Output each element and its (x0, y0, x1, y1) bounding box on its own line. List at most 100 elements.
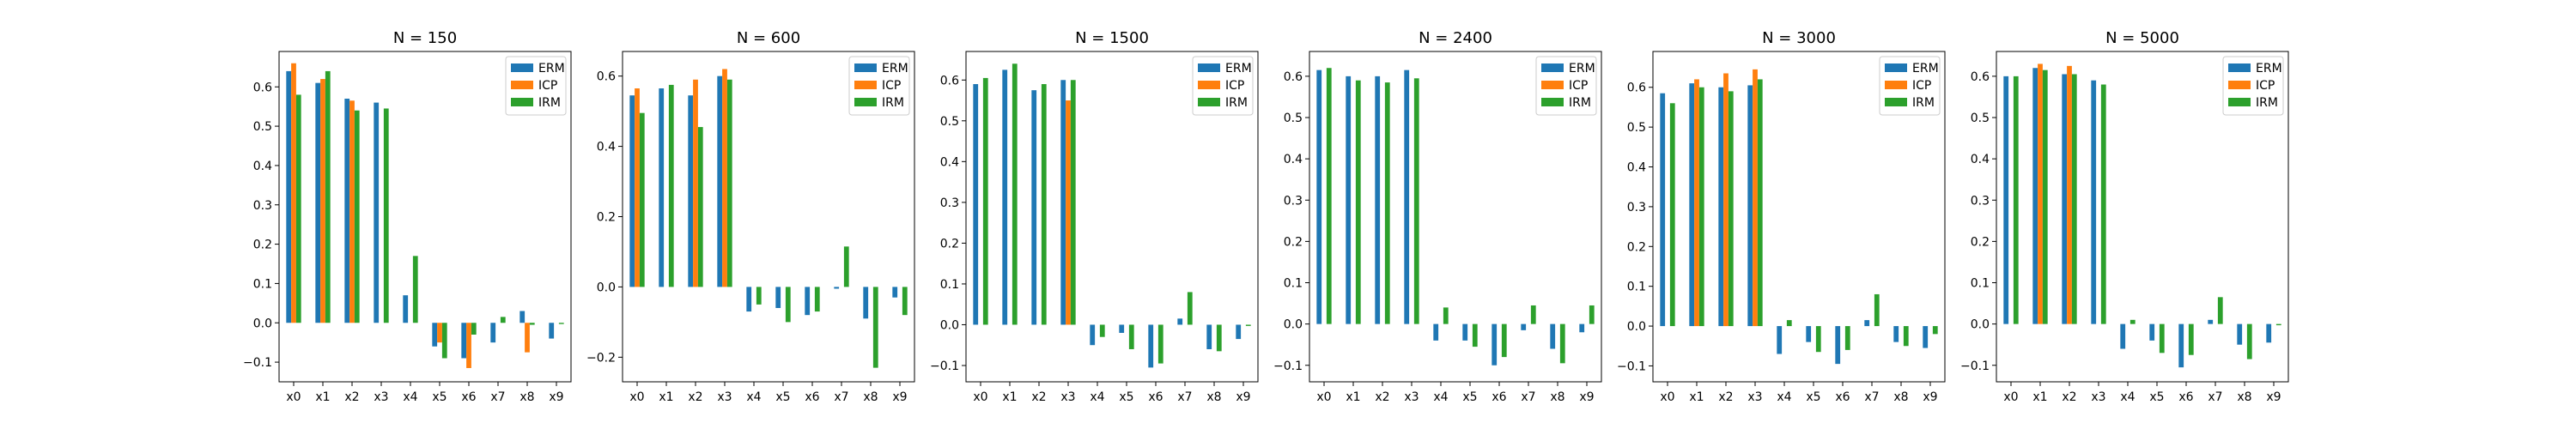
x-tick-label: x4 (1777, 390, 1791, 404)
x-tick-label: x0 (973, 390, 987, 404)
legend-swatch-icp (1198, 81, 1220, 89)
legend-swatch-erm (1541, 63, 1564, 72)
x-tick-label: x8 (863, 390, 878, 404)
bar-erm-x7 (2208, 319, 2214, 324)
bar-erm-x6 (805, 287, 811, 316)
bar-irm-x8 (1216, 324, 1222, 352)
bar-irm-x9 (902, 287, 908, 316)
x-tick-label: x8 (519, 390, 534, 404)
bar-erm-x7 (1864, 320, 1870, 327)
bar-erm-x3 (717, 76, 723, 287)
y-tick-label: 0.2 (1627, 240, 1646, 254)
y-tick-label: −0.1 (1273, 360, 1303, 373)
bar-icp-x0 (635, 88, 640, 287)
y-tick-label: 0.2 (1971, 235, 1990, 249)
legend-label-erm: ERM (1225, 62, 1252, 76)
bar-irm-x9 (1932, 326, 1938, 335)
bar-erm-x3 (1404, 69, 1410, 324)
bar-irm-x5 (441, 323, 447, 359)
bar-irm-x7 (843, 246, 849, 287)
legend-label-icp: ICP (1912, 79, 1931, 93)
x-tick-label: x6 (805, 390, 819, 404)
x-tick-label: x6 (2178, 390, 2193, 404)
bar-erm-x2 (1718, 87, 1724, 327)
bar-erm-x1 (2032, 68, 2038, 324)
x-tick-label: x5 (775, 390, 790, 404)
y-tick-label: 0.3 (253, 199, 272, 213)
y-tick-label: 0.6 (940, 74, 959, 88)
y-tick-label: 0.3 (1627, 201, 1646, 214)
bar-erm-x6 (1148, 324, 1154, 368)
legend-label-irm: IRM (2256, 96, 2278, 110)
bar-icp-x2 (349, 100, 355, 323)
bar-erm-x9 (1579, 323, 1585, 333)
bar-erm-x4 (2120, 323, 2126, 349)
bar-erm-x4 (746, 287, 752, 312)
bar-irm-x7 (1874, 293, 1880, 327)
bar-erm-x1 (1689, 83, 1695, 327)
bar-erm-x8 (863, 287, 869, 319)
bar-erm-x1 (659, 88, 665, 287)
bar-erm-x2 (344, 99, 350, 323)
y-tick-label: 0.1 (940, 278, 959, 292)
bar-icp-x8 (525, 323, 530, 353)
bar-erm-x8 (1206, 324, 1212, 349)
x-tick-label: x0 (1316, 390, 1331, 404)
bar-icp-x6 (466, 323, 471, 368)
bar-irm-x3 (1757, 79, 1763, 327)
chart-title: N = 1500 (1075, 29, 1149, 47)
bar-irm-x3 (383, 108, 389, 323)
bar-erm-x1 (1002, 69, 1008, 325)
legend-label-erm: ERM (882, 62, 908, 76)
subplot-1: N = 150 −0.1 0.0 0.1 0.2 0.3 0.4 0.5 0.6 x0 x1 x2 x3… (243, 29, 572, 404)
bar-irm-x2 (1728, 91, 1734, 327)
bar-irm-x8 (872, 287, 878, 368)
x-tick-label: x1 (2032, 390, 2047, 404)
x-tick-label: x3 (1747, 390, 1762, 404)
bar-irm-x6 (2188, 323, 2194, 355)
bar-icp-x1 (320, 79, 325, 323)
y-tick-label: 0.5 (1284, 112, 1303, 125)
x-tick-label: x4 (2120, 390, 2135, 404)
y-tick-label: 0.6 (1971, 70, 1990, 84)
bar-erm-x3 (2091, 80, 2097, 324)
bar-erm-x2 (1031, 90, 1037, 325)
legend-label-irm: IRM (1912, 96, 1935, 110)
chart-title: N = 2400 (1419, 29, 1492, 47)
plot-frame (1996, 51, 2289, 383)
bar-irm-x4 (1786, 320, 1792, 327)
bar-erm-x6 (1835, 326, 1841, 365)
y-tick-label: 0.1 (1971, 277, 1990, 291)
bar-irm-x9 (1245, 324, 1251, 326)
x-tick-label: x2 (1718, 390, 1733, 404)
bar-erm-x4 (1433, 323, 1439, 341)
subplot-3: N = 1500 −0.1 0.0 0.1 0.2 0.3 0.4 0.5 0.6 x0 x1 x2 x… (930, 29, 1259, 404)
bar-irm-x0 (1669, 103, 1675, 327)
x-tick-label: x3 (374, 390, 388, 404)
x-tick-label: x1 (1689, 390, 1704, 404)
legend-swatch-erm (854, 63, 877, 72)
y-tick-label: 0.1 (253, 277, 272, 291)
legend-swatch-erm (1885, 63, 1907, 72)
y-tick-label: 0.0 (1284, 318, 1303, 332)
bar-irm-x2 (354, 110, 360, 323)
y-tick-label: 0.4 (1627, 161, 1646, 175)
x-tick-label: x3 (1404, 390, 1419, 404)
y-tick-label: −0.1 (930, 360, 959, 373)
bar-icp-x1 (2038, 63, 2043, 324)
y-tick-label: 0.2 (597, 211, 616, 225)
bar-erm-x5 (1806, 326, 1812, 342)
bar-irm-x9 (2275, 323, 2281, 326)
bar-irm-x6 (1501, 323, 1507, 358)
legend-label-icp: ICP (882, 79, 901, 93)
bar-irm-x7 (2217, 297, 2223, 324)
legend: ERM ICP IRM (1879, 56, 1941, 116)
bar-irm-x4 (412, 256, 418, 323)
legend-swatch-icp (2228, 81, 2251, 89)
x-tick-label: x2 (688, 390, 702, 404)
bar-irm-x8 (1903, 326, 1909, 347)
bar-erm-x0 (1316, 69, 1322, 324)
legend-swatch-erm (1198, 63, 1220, 72)
y-tick-label: 0.6 (597, 70, 616, 84)
bar-erm-x9 (549, 323, 555, 339)
